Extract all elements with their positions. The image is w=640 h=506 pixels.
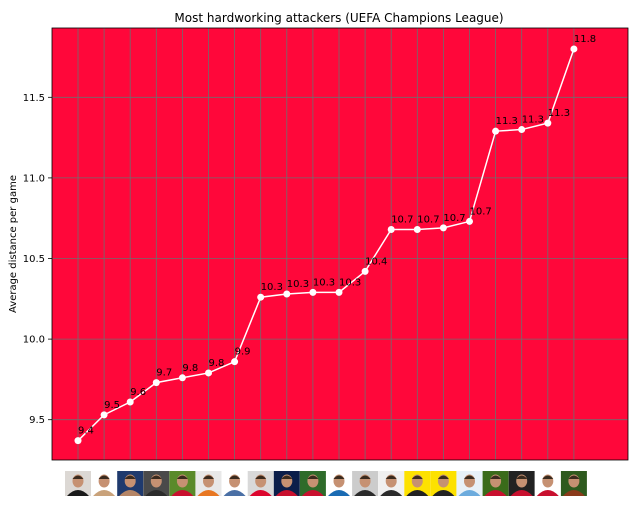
y-tick-label: 9.5 bbox=[29, 415, 45, 426]
data-point bbox=[152, 379, 160, 387]
player-photo bbox=[221, 471, 248, 496]
player-photos bbox=[65, 471, 587, 496]
plot-frame bbox=[51, 27, 629, 461]
data-label: 11.3 bbox=[548, 108, 570, 119]
data-point bbox=[309, 288, 317, 296]
player-photo bbox=[91, 471, 118, 496]
data-label: 9.9 bbox=[235, 347, 251, 358]
data-label: 9.4 bbox=[78, 426, 94, 437]
player-photo bbox=[195, 471, 222, 496]
data-point bbox=[492, 127, 500, 135]
player-photo bbox=[378, 471, 405, 496]
data-labels: 9.4 9.5 9.6 9.7 9.8 9.8 9.9 10.3 10.3 10.3 10.3 10.… bbox=[78, 34, 596, 437]
y-axis-label: Average distance per game bbox=[8, 175, 19, 313]
player-photo bbox=[508, 471, 535, 496]
player-photo bbox=[117, 471, 144, 496]
data-label: 9.6 bbox=[130, 387, 146, 398]
data-point bbox=[100, 411, 108, 419]
chart-title: Most hardworking attackers (UEFA Champio… bbox=[174, 11, 503, 25]
y-tick-label: 10.5 bbox=[23, 254, 45, 265]
data-points bbox=[74, 45, 578, 445]
player-photo bbox=[169, 471, 196, 496]
y-tick-label: 11.0 bbox=[23, 173, 45, 184]
data-point bbox=[283, 290, 291, 298]
data-point bbox=[466, 217, 473, 225]
data-label: 10.7 bbox=[417, 214, 439, 225]
data-point bbox=[413, 225, 421, 233]
y-tick-label: 10.0 bbox=[23, 335, 45, 346]
data-point bbox=[74, 437, 82, 445]
data-point bbox=[544, 119, 552, 127]
data-point bbox=[126, 398, 134, 406]
data-point bbox=[178, 374, 186, 382]
data-point bbox=[361, 267, 369, 275]
data-label: 10.3 bbox=[339, 277, 361, 288]
data-point bbox=[231, 358, 239, 366]
y-tick-label: 11.5 bbox=[23, 93, 45, 104]
data-point bbox=[387, 225, 395, 233]
player-photo bbox=[273, 471, 300, 496]
data-label: 9.7 bbox=[156, 368, 172, 379]
data-label: 10.7 bbox=[443, 213, 465, 224]
data-label: 11.8 bbox=[574, 34, 596, 45]
player-photo bbox=[534, 471, 561, 496]
data-point bbox=[205, 369, 212, 377]
data-label: 10.3 bbox=[313, 277, 335, 288]
data-label: 10.3 bbox=[261, 282, 283, 293]
data-label: 9.8 bbox=[209, 358, 225, 369]
player-photo bbox=[247, 471, 274, 496]
data-label: 10.7 bbox=[391, 214, 413, 225]
player-photo bbox=[404, 471, 431, 496]
series-line bbox=[77, 48, 575, 442]
data-label: 10.3 bbox=[287, 279, 309, 290]
data-label: 9.5 bbox=[104, 400, 120, 411]
player-photo bbox=[560, 471, 587, 496]
player-photo bbox=[143, 471, 170, 496]
data-point bbox=[439, 224, 447, 232]
data-point bbox=[335, 288, 343, 296]
player-photo bbox=[456, 471, 483, 496]
grid-lines bbox=[52, 28, 628, 460]
player-photo bbox=[430, 471, 457, 496]
y-axis-ticks: 9.5 10.0 10.5 11.0 11.5 bbox=[23, 93, 52, 426]
player-photo bbox=[65, 471, 91, 496]
player-photo bbox=[326, 471, 352, 496]
data-point bbox=[257, 293, 265, 301]
data-label: 9.8 bbox=[182, 363, 198, 374]
data-label: 11.3 bbox=[522, 115, 544, 126]
player-photo bbox=[299, 471, 326, 496]
data-label: 10.4 bbox=[365, 256, 387, 267]
player-photo bbox=[482, 471, 509, 496]
data-label: 10.7 bbox=[470, 206, 492, 217]
player-photo bbox=[352, 471, 379, 496]
data-label: 11.3 bbox=[496, 116, 518, 127]
data-point bbox=[570, 45, 578, 53]
data-point bbox=[518, 126, 526, 134]
